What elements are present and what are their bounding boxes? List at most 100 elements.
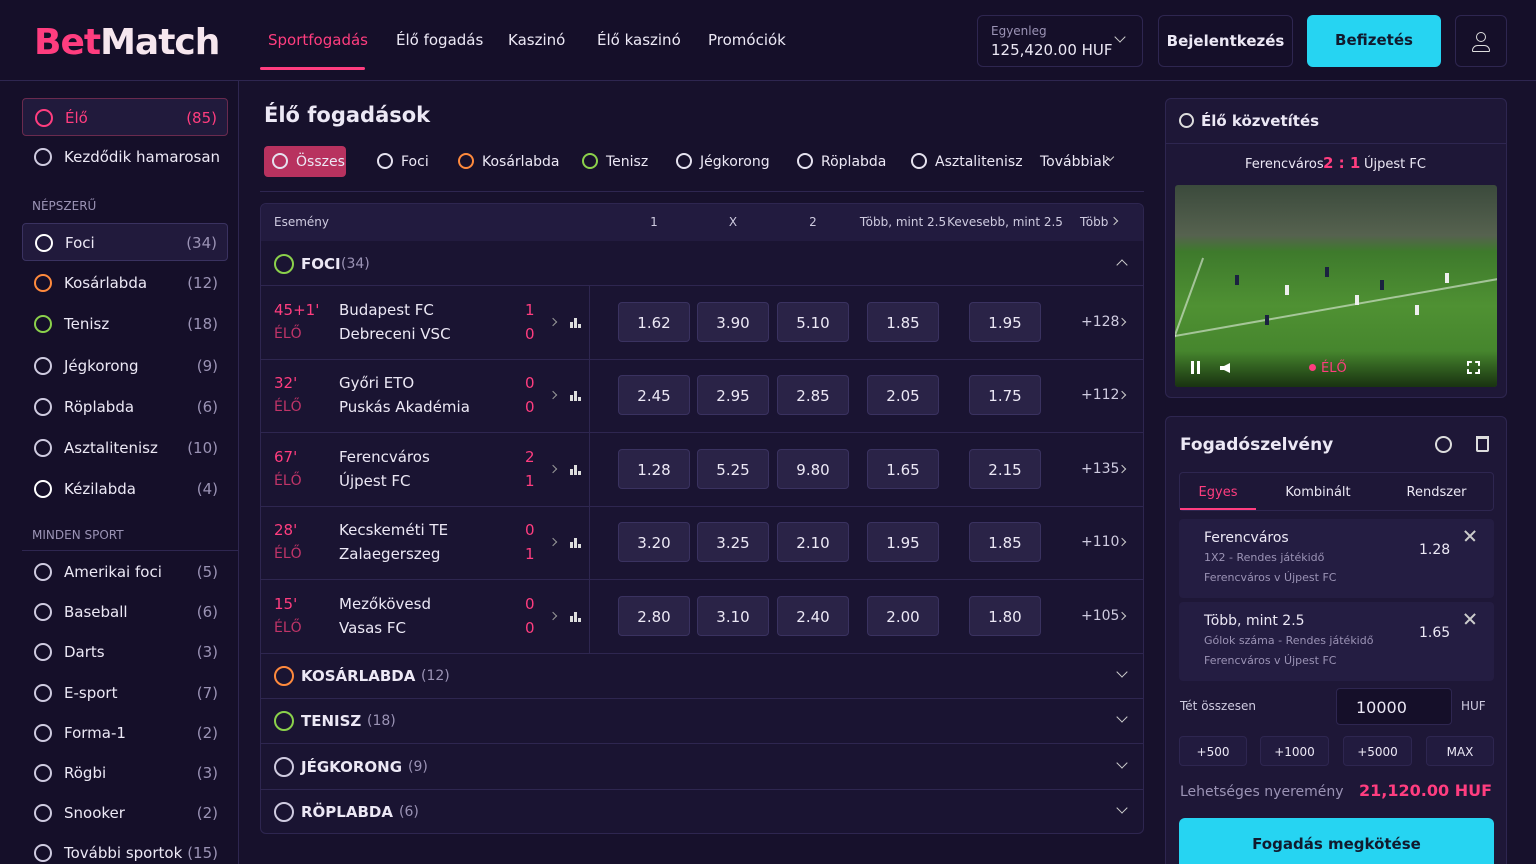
odds-button[interactable]: 1.95 xyxy=(969,302,1041,342)
stats-bar xyxy=(574,464,577,475)
odds-button[interactable]: 2.40 xyxy=(777,595,849,636)
odds-button[interactable]: 1.85 xyxy=(867,302,939,342)
odds-button[interactable]: 1.65 xyxy=(867,448,939,489)
nav-item[interactable]: Kaszinó xyxy=(508,31,566,49)
group-header[interactable]: RÖPLABDA (6) xyxy=(261,789,1143,833)
group-header[interactable]: JÉGKORONG (9) xyxy=(261,744,1143,790)
sport-row[interactable]: További sportok (15) xyxy=(22,834,228,864)
group-header[interactable]: TENISZ (18) xyxy=(261,698,1143,745)
betslip-tab[interactable]: Egyes xyxy=(1180,473,1256,510)
more-markets[interactable]: +128 xyxy=(1081,314,1120,330)
remove-x[interactable] xyxy=(1188,615,1198,625)
quick-stake[interactable]: +5000 xyxy=(1343,736,1412,766)
group-header[interactable]: FOCI (34) xyxy=(261,241,1143,286)
quick-stake[interactable]: +1000 xyxy=(1260,736,1329,766)
icon xyxy=(274,666,294,686)
score-home: 1 xyxy=(525,301,535,319)
odds-button[interactable]: 2.45 xyxy=(618,375,690,416)
odds-button[interactable]: 1.28 xyxy=(618,448,690,489)
sport-row[interactable]: Rögbi (3) xyxy=(22,754,228,792)
trash-icon[interactable] xyxy=(1476,436,1489,452)
nav-item[interactable]: Promóciók xyxy=(708,31,786,49)
submit-button[interactable]: Fogadás megkötése xyxy=(1179,818,1494,864)
sport-row[interactable]: Darts (3) xyxy=(22,633,228,671)
tab-label: Továbbiak xyxy=(1040,154,1110,170)
fullscreen-icon[interactable] xyxy=(1467,361,1480,374)
odds-button[interactable]: 3.90 xyxy=(697,302,769,342)
stats-bar xyxy=(578,544,581,549)
video[interactable]: ÉLŐ xyxy=(1175,185,1497,387)
odds-button[interactable]: 2.10 xyxy=(777,522,849,563)
balance-box[interactable]: Egyenleg 125,420.00 HUF xyxy=(977,15,1143,67)
chevron xyxy=(548,391,558,400)
sport-row[interactable]: Amerikai foci (5) xyxy=(22,553,228,591)
section-title: NÉPSZERŰ xyxy=(32,199,97,213)
odds-button[interactable]: 1.62 xyxy=(618,302,690,342)
sport-tab[interactable]: Asztalitenisz xyxy=(903,146,1023,177)
odds-button[interactable]: 2.80 xyxy=(618,595,690,636)
odds-button[interactable]: 2.95 xyxy=(697,375,769,416)
odds-button[interactable]: 9.80 xyxy=(777,448,849,489)
odds-button[interactable]: 3.25 xyxy=(697,522,769,563)
quick-stake[interactable]: +500 xyxy=(1179,736,1247,766)
odds-button[interactable]: 1.95 xyxy=(867,522,939,563)
sport-row[interactable]: Baseball (6) xyxy=(22,593,228,631)
login-button[interactable]: Bejelentkezés xyxy=(1158,15,1293,67)
sport-row[interactable]: Jégkorong (9) xyxy=(22,347,228,385)
quick-stake[interactable]: MAX xyxy=(1426,736,1494,766)
sport-row[interactable]: Foci (34) xyxy=(22,223,228,261)
stream-title: Élő közvetítés xyxy=(1201,112,1320,130)
user-button[interactable] xyxy=(1455,15,1507,67)
icon xyxy=(34,804,52,823)
odds-button[interactable]: 2.15 xyxy=(969,448,1041,489)
more-markets[interactable]: +112 xyxy=(1081,387,1120,404)
nav-item[interactable]: Élő kaszinó xyxy=(597,31,681,49)
odds-button[interactable]: 2.00 xyxy=(867,595,939,636)
team-away: Puskás Akadémia xyxy=(339,398,470,417)
odds-button[interactable]: 3.10 xyxy=(697,595,769,636)
nav-item[interactable]: Sportfogadás xyxy=(268,31,368,49)
deposit-button[interactable]: Befizetés xyxy=(1307,15,1441,67)
sport-row[interactable]: Forma-1 (2) xyxy=(22,714,228,752)
sport-row[interactable]: Kézilabda (4) xyxy=(22,470,228,508)
sport-tab[interactable]: Összes xyxy=(264,146,346,177)
more-markets[interactable]: +110 xyxy=(1081,534,1120,551)
sport-tab[interactable]: Kosárlabda xyxy=(450,146,560,177)
sport-row[interactable]: Tenisz (18) xyxy=(22,305,228,343)
sport-row[interactable]: Asztalitenisz (10) xyxy=(22,429,228,467)
odds-button[interactable]: 5.25 xyxy=(697,448,769,489)
stake-input[interactable]: 10000 xyxy=(1336,688,1452,725)
nav-item[interactable]: Élő fogadás xyxy=(396,31,484,49)
group-header[interactable]: KOSÁRLABDA (12) xyxy=(261,653,1143,699)
sport-row[interactable]: E-sport (7) xyxy=(22,674,228,712)
score-away: 1 xyxy=(525,545,535,564)
betslip-tab[interactable]: Kombinált xyxy=(1256,473,1380,510)
sport-tab[interactable]: Tenisz xyxy=(574,146,648,177)
soon-row[interactable]: Kezdődik hamarosan xyxy=(22,138,228,176)
odds-button[interactable]: 2.85 xyxy=(777,375,849,416)
sport-row[interactable]: Röplabda (6) xyxy=(22,388,228,426)
live-row[interactable]: Élő (85) xyxy=(22,98,228,136)
odds-button[interactable]: 1.75 xyxy=(969,375,1041,416)
sport-count: (34) xyxy=(186,234,217,252)
sport-row[interactable]: Kosárlabda (12) xyxy=(22,264,228,302)
team-away: Debreceni VSC xyxy=(339,325,451,343)
betslip-tab[interactable]: Rendszer xyxy=(1380,473,1493,510)
sport-tab[interactable]: Jégkorong xyxy=(668,146,770,177)
odds-button[interactable]: 5.10 xyxy=(777,302,849,342)
stream-away: Újpest FC xyxy=(1364,157,1426,172)
odds-button[interactable]: 3.20 xyxy=(618,522,690,563)
odds-button[interactable]: 1.85 xyxy=(969,522,1041,563)
odds-button[interactable]: 2.05 xyxy=(867,375,939,416)
more-markets[interactable]: +105 xyxy=(1081,607,1120,624)
more-tab[interactable]: Továbbiak xyxy=(1040,146,1120,177)
pause-icon[interactable] xyxy=(1191,361,1194,374)
remove-x[interactable] xyxy=(1188,532,1198,542)
odds-button[interactable]: 1.80 xyxy=(969,595,1041,636)
sport-row[interactable]: Snooker (2) xyxy=(22,794,228,832)
volume-icon[interactable] xyxy=(1220,363,1230,373)
sport-tab[interactable]: Röplabda xyxy=(789,146,886,177)
more-markets[interactable]: +135 xyxy=(1081,460,1120,477)
sport-tab[interactable]: Foci xyxy=(369,146,429,177)
